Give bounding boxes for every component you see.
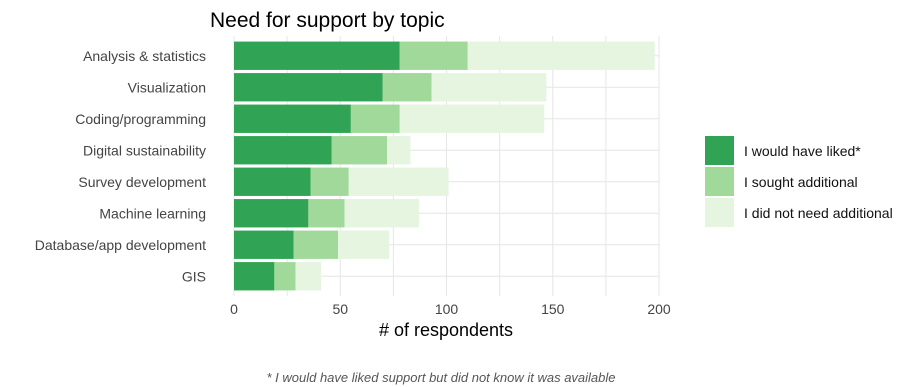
legend-swatch bbox=[705, 198, 734, 227]
bar-segment bbox=[310, 167, 349, 196]
x-tick-label: 100 bbox=[435, 301, 459, 317]
category-labels: Analysis & statistics Visualization Coding… bbox=[35, 48, 206, 285]
category-label: Coding/programming bbox=[75, 111, 206, 127]
x-tick-label: 150 bbox=[541, 301, 565, 317]
category-label: Database/app development bbox=[35, 237, 206, 253]
category-label: Machine learning bbox=[99, 205, 206, 221]
x-tick-label: 0 bbox=[230, 301, 238, 317]
legend-swatch bbox=[705, 167, 734, 196]
legend-label: I did not need additional bbox=[744, 205, 893, 221]
bar-segment bbox=[234, 41, 400, 70]
bar-segment bbox=[331, 136, 387, 165]
bars-layer bbox=[234, 41, 655, 291]
footnote: * I would have liked support but did not… bbox=[266, 370, 615, 385]
bar-segment bbox=[234, 73, 383, 102]
x-tick-labels: 0 50 100 150 200 bbox=[230, 301, 671, 317]
chart-title: Need for support by topic bbox=[210, 9, 445, 32]
x-tick-label: 200 bbox=[647, 301, 671, 317]
x-tick-label: 50 bbox=[332, 301, 348, 317]
bar-segment bbox=[234, 136, 332, 165]
bar-segment bbox=[344, 199, 419, 228]
bar-segment bbox=[382, 73, 432, 102]
bar-segment bbox=[467, 41, 655, 70]
bar-segment bbox=[399, 41, 468, 70]
bar-segment bbox=[234, 199, 309, 228]
bar-segment bbox=[350, 104, 400, 133]
category-label: Visualization bbox=[128, 79, 206, 95]
category-label: Analysis & statistics bbox=[83, 48, 206, 64]
legend-swatch bbox=[705, 136, 734, 165]
bar-segment bbox=[399, 104, 545, 133]
bar-segment bbox=[274, 262, 296, 291]
legend: I would have liked* I sought additional I … bbox=[705, 136, 893, 227]
bar-segment bbox=[338, 230, 390, 259]
bar-segment bbox=[348, 167, 449, 196]
bar-segment bbox=[308, 199, 345, 228]
bar-segment bbox=[293, 230, 339, 259]
category-label: Survey development bbox=[78, 174, 206, 190]
bar-segment bbox=[234, 230, 294, 259]
bar-segment bbox=[431, 73, 547, 102]
category-label: GIS bbox=[182, 268, 206, 284]
bar-segment bbox=[295, 262, 322, 291]
bar-segment bbox=[234, 167, 311, 196]
legend-label: I sought additional bbox=[744, 174, 858, 190]
bar-segment bbox=[387, 136, 411, 165]
bar-segment bbox=[234, 104, 351, 133]
x-axis-title: # of respondents bbox=[379, 320, 513, 340]
legend-label: I would have liked* bbox=[744, 143, 861, 159]
bar-segment bbox=[234, 262, 275, 291]
category-label: Digital sustainability bbox=[83, 142, 206, 158]
